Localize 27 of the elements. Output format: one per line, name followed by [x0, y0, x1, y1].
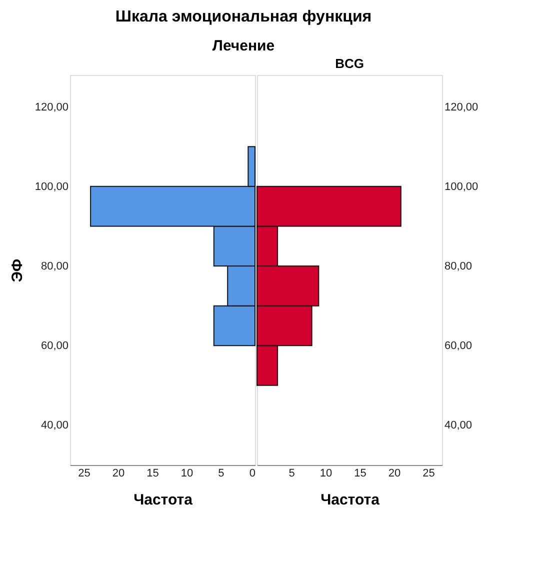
y-tick-label: 80,00 — [40, 260, 68, 273]
y-tick-label: 60,00 — [444, 340, 472, 352]
chart-title: Шкала эмоциональная функция — [115, 8, 372, 26]
x-axis-title: Частота — [320, 492, 380, 508]
x-tick-label: 20 — [388, 468, 401, 480]
x-axis-title: Частота — [134, 492, 194, 508]
y-tick-label: 40,00 — [444, 420, 472, 432]
y-tick-label: 60,00 — [40, 340, 68, 352]
y-tick-label: 120,00 — [444, 101, 478, 114]
x-tick-label: 25 — [78, 468, 90, 480]
y-tick-label: 100,00 — [444, 180, 478, 193]
y-axis-title: ЭФ — [8, 258, 26, 282]
y-tick-label: 40,00 — [40, 420, 68, 432]
x-tick-label: 5 — [288, 468, 295, 480]
x-tick-label: 20 — [112, 468, 125, 480]
chart-subtitle: Лечение — [212, 38, 275, 54]
x-tick-label: 5 — [218, 468, 224, 480]
y-tick-label: 80,00 — [444, 260, 472, 273]
y-tick-label: 120,00 — [34, 101, 68, 114]
x-tick-label: 0 — [249, 468, 256, 480]
x-tick-label: 25 — [422, 468, 435, 480]
x-tick-label: 10 — [180, 468, 194, 480]
x-tick-label: 15 — [146, 468, 159, 480]
x-tick-label: 15 — [354, 468, 366, 480]
chart-title: BCG — [335, 56, 364, 71]
x-tick-label: 10 — [320, 468, 332, 480]
y-tick-label: 100,00 — [34, 180, 68, 193]
